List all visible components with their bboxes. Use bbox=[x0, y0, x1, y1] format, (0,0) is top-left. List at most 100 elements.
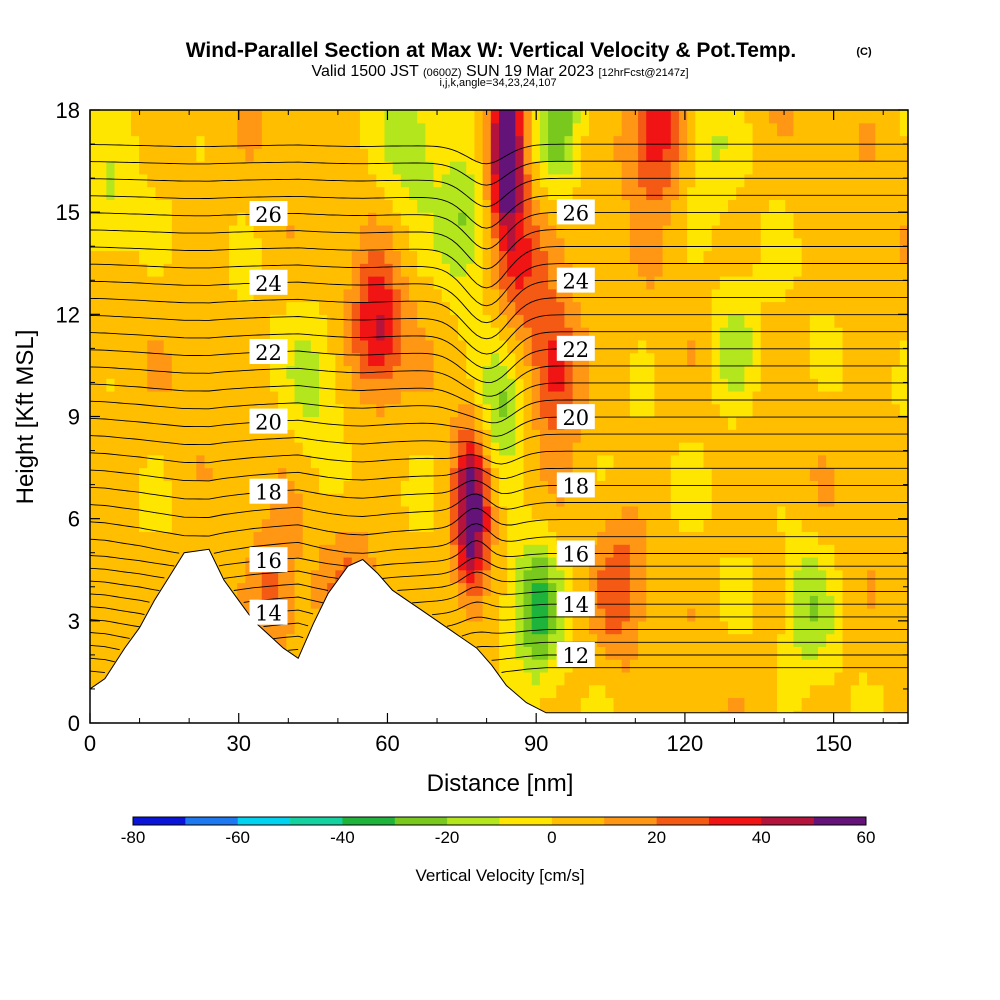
vv-cell bbox=[163, 403, 173, 418]
vv-cell bbox=[204, 263, 214, 277]
vv-cell bbox=[376, 416, 386, 430]
vv-cell bbox=[425, 327, 435, 341]
vv-cell bbox=[482, 505, 492, 520]
vv-cell bbox=[368, 301, 377, 315]
vv-cell bbox=[719, 569, 729, 584]
vv-cell bbox=[523, 556, 533, 571]
isentrope bbox=[90, 143, 908, 165]
vv-cell bbox=[760, 633, 770, 647]
vv-cell bbox=[662, 659, 672, 673]
vv-cell bbox=[736, 659, 745, 673]
vv-cell bbox=[196, 339, 206, 354]
vv-cell bbox=[286, 454, 296, 469]
vv-cell bbox=[90, 327, 99, 341]
vv-cell bbox=[155, 327, 165, 341]
vv-cell bbox=[343, 276, 353, 290]
vv-cell bbox=[147, 263, 157, 277]
vv-cell bbox=[507, 608, 516, 622]
vv-cell bbox=[556, 301, 566, 315]
vv-cell bbox=[588, 684, 598, 699]
y-tick-label: 15 bbox=[56, 200, 80, 225]
vv-cell bbox=[523, 339, 533, 354]
vv-cell bbox=[253, 237, 263, 252]
vv-cell bbox=[670, 390, 680, 405]
vv-cell bbox=[122, 595, 132, 609]
vv-cell bbox=[482, 135, 492, 149]
vv-cell bbox=[212, 339, 222, 354]
vv-cell bbox=[875, 276, 885, 290]
vv-cell bbox=[400, 531, 410, 545]
vv-cell bbox=[678, 339, 688, 354]
vv-cell bbox=[818, 544, 827, 558]
vv-cell bbox=[139, 352, 148, 367]
vv-cell bbox=[760, 646, 770, 660]
vv-cell bbox=[826, 633, 835, 647]
vv-cell bbox=[343, 390, 353, 405]
vv-cell bbox=[474, 531, 484, 545]
vv-cell bbox=[842, 378, 852, 392]
vv-cell bbox=[237, 403, 247, 418]
vv-cell bbox=[858, 608, 868, 622]
vv-cell bbox=[359, 301, 369, 315]
vv-cell bbox=[736, 327, 745, 341]
vv-cell bbox=[556, 620, 566, 635]
vv-cell bbox=[212, 327, 222, 341]
vv-cell bbox=[507, 390, 516, 405]
vv-cell bbox=[90, 390, 99, 405]
vv-cell bbox=[687, 608, 696, 622]
vv-cell bbox=[474, 416, 484, 430]
vv-cell bbox=[425, 595, 435, 609]
contour-label: 14 bbox=[556, 591, 595, 617]
vv-cell bbox=[269, 135, 279, 149]
vv-cell bbox=[212, 352, 222, 367]
vv-cell bbox=[711, 684, 721, 699]
vv-cell bbox=[155, 199, 165, 213]
vv-cell bbox=[188, 122, 197, 137]
vv-cell bbox=[678, 531, 688, 545]
vv-cell bbox=[310, 582, 320, 596]
vv-cell bbox=[867, 416, 876, 430]
isentrope bbox=[90, 160, 908, 186]
vv-cell bbox=[621, 659, 631, 673]
vv-cell bbox=[842, 659, 852, 673]
vv-cell bbox=[867, 148, 876, 162]
vv-cell bbox=[294, 569, 304, 584]
vv-cell bbox=[302, 595, 312, 609]
vv-cell bbox=[310, 454, 320, 469]
vv-cell bbox=[515, 595, 525, 609]
vv-cell bbox=[319, 493, 328, 507]
vv-cell bbox=[867, 442, 876, 456]
vv-cell bbox=[801, 288, 811, 303]
vv-cell bbox=[687, 442, 696, 456]
vv-cell bbox=[106, 620, 116, 635]
vv-cell bbox=[319, 403, 328, 418]
vv-cell bbox=[654, 110, 664, 124]
svg-text:20: 20 bbox=[255, 411, 282, 435]
vv-cell bbox=[204, 199, 214, 213]
vv-cell bbox=[139, 390, 148, 405]
vv-cell bbox=[842, 569, 852, 584]
vv-cell bbox=[687, 684, 696, 699]
vv-cell bbox=[793, 250, 803, 264]
vv-cell bbox=[728, 467, 737, 481]
vv-cell bbox=[261, 314, 271, 328]
vv-cell bbox=[818, 352, 827, 367]
vv-cell bbox=[507, 544, 516, 558]
vv-cell bbox=[638, 454, 647, 469]
vv-cell bbox=[809, 161, 819, 175]
vv-cell bbox=[867, 212, 876, 226]
vv-cell bbox=[507, 531, 516, 545]
vv-cell bbox=[678, 301, 688, 315]
vv-cell bbox=[842, 237, 852, 252]
vv-cell bbox=[629, 122, 639, 137]
vv-cell bbox=[327, 263, 336, 277]
vv-cell bbox=[286, 556, 296, 571]
vv-cell bbox=[531, 148, 541, 162]
colorbar-swatch bbox=[237, 817, 291, 825]
vv-cell bbox=[122, 288, 132, 303]
vv-cell bbox=[678, 250, 688, 264]
vv-cell bbox=[793, 582, 803, 596]
vv-cell bbox=[188, 301, 197, 315]
vv-cell bbox=[883, 608, 893, 622]
vv-cell bbox=[638, 697, 647, 711]
